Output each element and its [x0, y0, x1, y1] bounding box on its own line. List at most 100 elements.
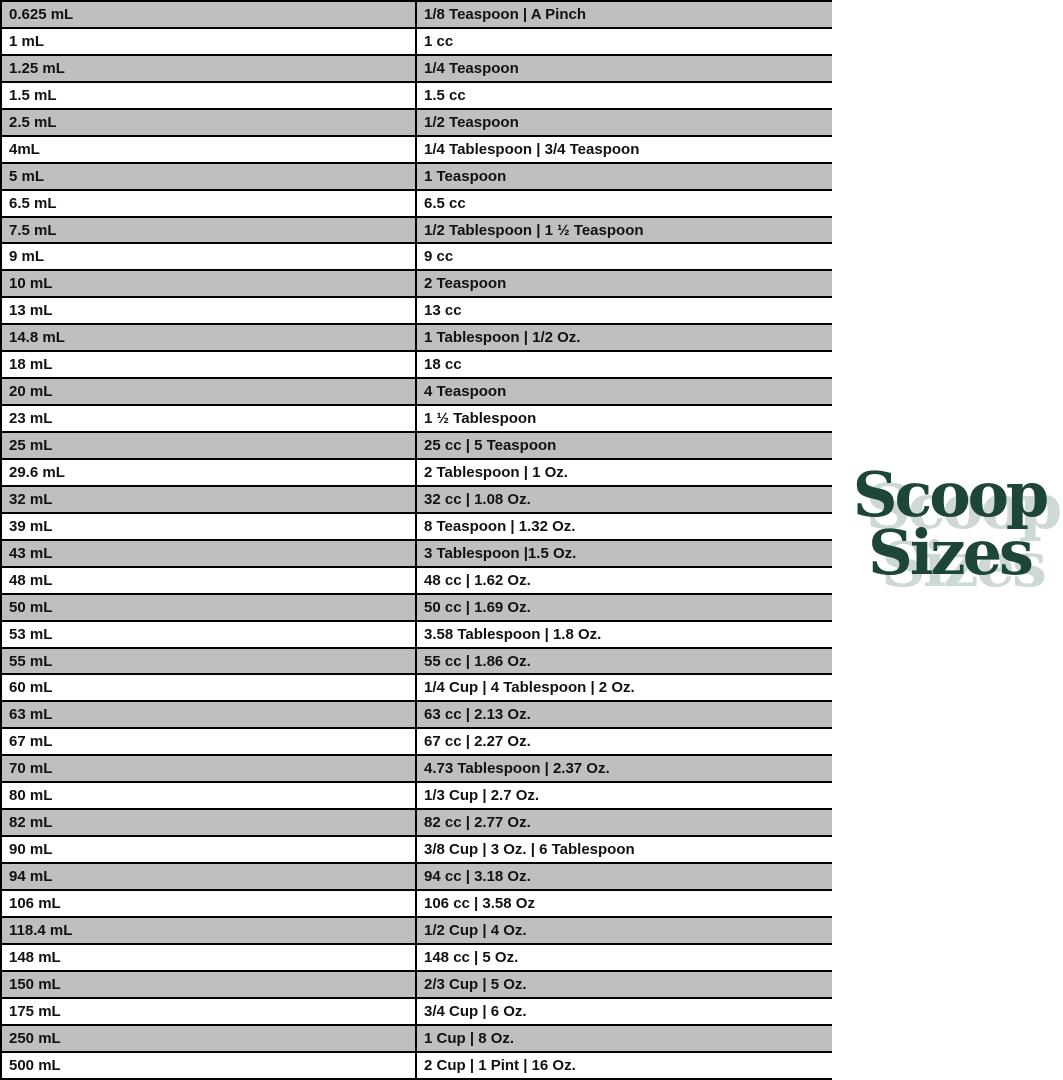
table-row: 5 mL 1 Teaspoon	[2, 163, 832, 191]
conversion-cell: 1.5 cc	[424, 86, 466, 104]
ml-cell: 25 mL	[2, 433, 417, 458]
ml-cell: 53 mL	[2, 621, 417, 647]
ml-cell: 148 mL	[2, 944, 417, 970]
logo-line-scoop: Scoop	[852, 458, 1050, 531]
ml-cell: 90 mL	[2, 837, 417, 862]
conversion-cell: 6.5 cc	[424, 194, 466, 212]
ml-cell: 29.6 mL	[2, 459, 417, 485]
table-row: 118.4 mL 1/2 Cup | 4 Oz.	[2, 917, 832, 945]
table-row: 4mL 1/4 Tablespoon | 3/4 Teaspoon	[2, 136, 832, 164]
table-row: 25 mL 25 cc | 5 Teaspoon	[2, 433, 832, 460]
conversion-cell: 148 cc | 5 Oz.	[424, 948, 519, 966]
logo-line-sizes: Sizes	[868, 516, 1034, 589]
conversion-cell: 1/2 Teaspoon	[424, 113, 519, 131]
ml-cell: 150 mL	[2, 971, 417, 997]
ml-cell: 7.5 mL	[2, 217, 417, 243]
table-row: 9 mL 9 cc	[2, 244, 832, 272]
conversion-cell: 67 cc | 2.27 Oz.	[424, 733, 531, 751]
ml-cell: 94 mL	[2, 864, 417, 889]
conversion-cell: 3.58 Tablespoon | 1.8 Oz.	[424, 625, 602, 643]
conversion-cell: 3/4 Cup | 6 Oz.	[424, 1002, 527, 1020]
table-row: 63 mL 63 cc | 2.13 Oz.	[2, 702, 832, 730]
table-row: 6.5 mL 6.5 cc	[2, 190, 832, 218]
table-row: 80 mL 1/3 Cup | 2.7 Oz.	[2, 783, 832, 811]
conversion-cell: 1/2 Cup | 4 Oz.	[424, 921, 527, 939]
ml-cell: 70 mL	[2, 756, 417, 782]
ml-cell: 63 mL	[2, 702, 417, 728]
conversion-cell: 1/4 Teaspoon	[424, 59, 519, 77]
table-row: 32 mL 32 cc | 1.08 Oz.	[2, 486, 832, 514]
conversion-cell: 13 cc	[424, 302, 462, 320]
conversion-cell: 50 cc | 1.69 Oz.	[424, 598, 531, 616]
table-row: 39 mL 8 Teaspoon | 1.32 Oz.	[2, 513, 832, 541]
ml-cell: 1 mL	[2, 28, 417, 54]
table-row: 150 mL 2/3 Cup | 5 Oz.	[2, 971, 832, 999]
ml-cell: 23 mL	[2, 406, 417, 431]
table-row: 106 mL 106 cc | 3.58 Oz	[2, 890, 832, 918]
conversion-cell: 2 Teaspoon	[424, 275, 507, 293]
ml-cell: 1.25 mL	[2, 55, 417, 81]
table-row: 70 mL 4.73 Tablespoon | 2.37 Oz.	[2, 756, 832, 784]
conversion-cell: 3 Tablespoon |1.5 Oz.	[424, 544, 577, 562]
ml-cell: 175 mL	[2, 998, 417, 1024]
table-row: 7.5 mL 1/2 Tablespoon | 1 ½ Teaspoon	[2, 217, 832, 245]
table-row: 0.625 mL 1/8 Teaspoon | A Pinch	[2, 2, 832, 29]
ml-cell: 20 mL	[2, 379, 417, 405]
conversion-cell: 1/4 Cup | 4 Tablespoon | 2 Oz.	[424, 679, 635, 697]
conversion-cell: 4.73 Tablespoon | 2.37 Oz.	[424, 760, 610, 778]
table-row: 13 mL 13 cc	[2, 298, 832, 326]
conversion-cell: 1/4 Tablespoon | 3/4 Teaspoon	[424, 140, 640, 158]
ml-cell: 60 mL	[2, 675, 417, 701]
conversion-cell: 2/3 Cup | 5 Oz.	[424, 975, 527, 993]
conversion-cell: 48 cc | 1.62 Oz.	[424, 571, 531, 589]
table-row: 1.5 mL 1.5 cc	[2, 82, 832, 110]
ml-cell: 10 mL	[2, 271, 417, 297]
ml-cell: 32 mL	[2, 486, 417, 512]
ml-cell: 82 mL	[2, 810, 417, 836]
table-row: 148 mL 148 cc | 5 Oz.	[2, 944, 832, 972]
ml-cell: 50 mL	[2, 594, 417, 620]
conversion-cell: 1 Tablespoon | 1/2 Oz.	[424, 329, 581, 347]
conversion-cell: 25 cc | 5 Teaspoon	[424, 437, 557, 454]
table-row: 29.6 mL 2 Tablespoon | 1 Oz.	[2, 459, 832, 487]
conversion-cell: 4 Teaspoon	[424, 383, 507, 401]
table-row: 43 mL 3 Tablespoon |1.5 Oz.	[2, 540, 832, 568]
conversion-cell: 63 cc | 2.13 Oz.	[424, 706, 531, 724]
conversion-cell: 2 Cup | 1 Pint | 16 Oz.	[424, 1056, 576, 1074]
ml-cell: 43 mL	[2, 540, 417, 566]
conversion-cell: 18 cc	[424, 356, 462, 374]
ml-cell: 14.8 mL	[2, 325, 417, 351]
ml-cell: 67 mL	[2, 729, 417, 755]
conversion-cell: 1 Teaspoon	[424, 167, 507, 185]
table-row: 500 mL 2 Cup | 1 Pint | 16 Oz.	[2, 1052, 832, 1080]
conversion-cell: 1 cc	[424, 32, 454, 50]
conversion-cell: 82 cc | 2.77 Oz.	[424, 814, 531, 832]
ml-cell: 5 mL	[2, 163, 417, 189]
conversion-cell: 1/8 Teaspoon | A Pinch	[424, 6, 587, 23]
table-row: 48 mL 48 cc | 1.62 Oz.	[2, 567, 832, 595]
ml-cell: 13 mL	[2, 298, 417, 324]
ml-cell: 1.5 mL	[2, 82, 417, 108]
table-row: 55 mL 55 cc | 1.86 Oz.	[2, 648, 832, 676]
table-row: 250 mL 1 Cup | 8 Oz.	[2, 1025, 832, 1053]
ml-cell: 6.5 mL	[2, 190, 417, 216]
ml-cell: 0.625 mL	[2, 2, 417, 27]
ml-cell: 55 mL	[2, 648, 417, 674]
ml-cell: 4mL	[2, 136, 417, 162]
conversion-cell: 9 cc	[424, 248, 454, 266]
table-row: 50 mL 50 cc | 1.69 Oz.	[2, 594, 832, 622]
table-row: 82 mL 82 cc | 2.77 Oz.	[2, 810, 832, 838]
ml-cell: 500 mL	[2, 1052, 417, 1078]
conversion-cell: 94 cc | 3.18 Oz.	[424, 868, 531, 885]
table-row: 175 mL 3/4 Cup | 6 Oz.	[2, 998, 832, 1026]
table-row: 23 mL 1 ½ Tablespoon	[2, 406, 832, 433]
conversion-cell: 1/2 Tablespoon | 1 ½ Teaspoon	[424, 221, 644, 239]
table-row: 94 mL 94 cc | 3.18 Oz.	[2, 864, 832, 891]
conversion-cell: 3/8 Cup | 3 Oz. | 6 Tablespoon	[424, 841, 635, 859]
ml-cell: 80 mL	[2, 783, 417, 809]
table-row: 60 mL 1/4 Cup | 4 Tablespoon | 2 Oz.	[2, 675, 832, 703]
table-row: 90 mL 3/8 Cup | 3 Oz. | 6 Tablespoon	[2, 837, 832, 864]
table-row: 18 mL 18 cc	[2, 352, 832, 380]
table-row: 67 mL 67 cc | 2.27 Oz.	[2, 729, 832, 757]
conversion-cell: 1/3 Cup | 2.7 Oz.	[424, 787, 540, 805]
